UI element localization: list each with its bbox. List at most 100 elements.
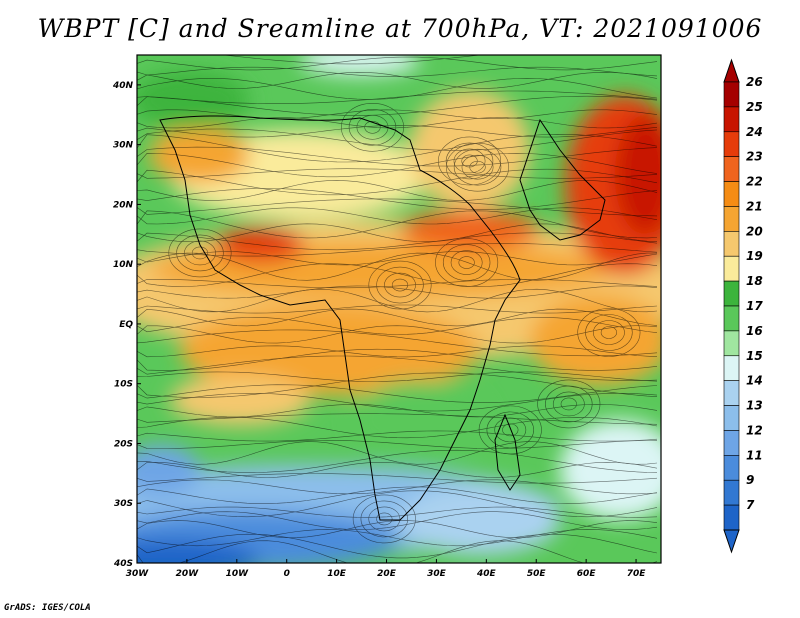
lon-label: 30E: [427, 569, 447, 579]
streamline-vortex: [376, 266, 424, 304]
streamline: [137, 461, 658, 478]
streamline: [137, 413, 658, 425]
streamline: [137, 252, 657, 281]
colorbar-bottom-arrow: [723, 529, 740, 554]
streamline: [137, 168, 658, 179]
streamline-vortex: [445, 142, 494, 180]
lon-label: 70E: [627, 569, 647, 579]
lat-label: EQ: [119, 320, 133, 330]
streamline-vortex: [469, 160, 486, 174]
lat-label: 10N: [113, 260, 134, 270]
streamline-vortex: [348, 108, 397, 146]
streamline-vortex: [560, 397, 577, 411]
streamline: [137, 393, 658, 412]
streamlines: [137, 55, 658, 563]
streamline-vortex: [592, 320, 625, 345]
streamline-vortex: [486, 411, 534, 449]
streamline: [137, 66, 658, 78]
streamline: [137, 449, 658, 473]
streamline: [137, 329, 658, 357]
streamline: [137, 117, 658, 129]
streamline: [137, 207, 658, 225]
streamline-vortex: [368, 506, 401, 532]
streamline: [137, 490, 658, 518]
streamline: [137, 304, 658, 314]
streamline-vortex: [577, 308, 641, 357]
streamline: [137, 146, 658, 167]
longitude-labels: 30W 20W 10W 0 10E 20E 30E 40E 50E 60E 70E: [126, 559, 646, 579]
streamline-vortex: [176, 234, 224, 272]
streamline: [137, 188, 658, 210]
streamline: [137, 55, 483, 65]
streamline: [137, 325, 658, 344]
lon-label: 0: [284, 569, 290, 579]
streamline: [137, 198, 658, 217]
streamline: [137, 210, 658, 239]
lat-label: 40S: [113, 559, 133, 569]
streamline: [137, 440, 658, 449]
colorbar-label: 22: [746, 175, 763, 189]
colorbar-label: 17: [746, 299, 763, 313]
colorbar: 26 25 24 23 22 21 20 19 18 17 16 15 14 13 12 11 9 7: [723, 58, 763, 554]
streamline-vortex: [458, 256, 475, 269]
coastlines: [159, 115, 606, 521]
lat-label: 30N: [113, 141, 134, 151]
streamline-vortex: [364, 120, 381, 134]
streamline-vortex: [360, 500, 409, 538]
map-title: WBPT [C] and Sreamline at 700hPa, VT: 20…: [37, 14, 763, 43]
colorbar-swatch: [723, 430, 740, 456]
streamline-vortex: [191, 246, 209, 260]
streamline-vortex: [585, 314, 633, 351]
colorbar-label: 14: [746, 374, 763, 388]
streamline-vortex: [384, 272, 416, 298]
latitude-labels: 40N 30N 20N 10N EQ 10S 20S 30S 40S: [112, 81, 141, 569]
streamline: [137, 479, 658, 495]
colorbar-swatch: [723, 106, 740, 133]
colorbar-swatch: [723, 255, 740, 282]
colorbar-swatch: [723, 455, 740, 481]
streamline-vortex: [184, 240, 216, 266]
streamline: [137, 243, 658, 257]
streamline: [137, 403, 658, 418]
streamline-vortex: [391, 278, 409, 292]
streamline-vortex: [376, 512, 393, 526]
streamline: [137, 71, 658, 89]
streamline: [137, 441, 658, 465]
streamline: [137, 168, 658, 196]
colorbar-label: 7: [746, 498, 755, 512]
streamline: [137, 279, 658, 289]
streamline: [137, 533, 658, 559]
streamline: [137, 355, 658, 381]
colorbar-label: 12: [746, 423, 763, 437]
streamline: [137, 109, 658, 119]
streamline: [137, 95, 658, 116]
streamline-vortex: [478, 405, 542, 455]
colorbar-swatch: [723, 181, 740, 207]
colorbar-swatch: [723, 405, 740, 431]
lon-label: 20W: [176, 569, 200, 579]
streamline-vortex: [537, 379, 601, 429]
streamline-vortex: [368, 260, 432, 310]
streamline-vortex: [435, 238, 499, 287]
streamline-vortex: [494, 417, 527, 443]
streamline: [137, 384, 658, 403]
streamline: [137, 529, 658, 547]
streamline: [137, 486, 658, 505]
streamline: [137, 56, 658, 71]
streamline-vortex: [461, 154, 494, 180]
colorbar-label: 23: [746, 150, 763, 164]
colorbar-swatch: [723, 380, 740, 406]
streamline: [137, 308, 658, 327]
streamline-vortex: [450, 250, 483, 275]
footer-credit: GrADS: IGES/COLA: [4, 603, 91, 613]
streamline: [137, 473, 658, 484]
streamline: [137, 180, 658, 201]
colorbar-swatch: [723, 156, 740, 182]
colorbar-label: 19: [746, 249, 763, 263]
streamline: [137, 506, 658, 518]
streamline-vortex: [446, 142, 510, 192]
streamline: [137, 430, 658, 442]
streamline: [137, 133, 658, 163]
colorbar-swatch: [723, 81, 740, 108]
